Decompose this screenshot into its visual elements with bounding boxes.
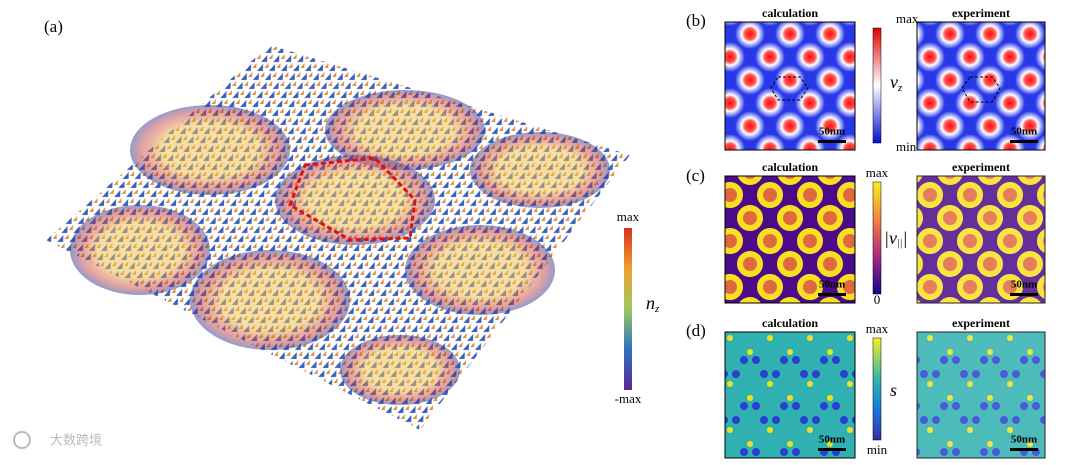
image-calc	[724, 175, 856, 304]
scale-bar	[818, 140, 846, 143]
scale-bar-label: 50nm	[819, 434, 845, 446]
colorbar-symbol: nz	[646, 293, 660, 314]
colorbar-min: min	[896, 139, 917, 154]
scale-bar-label: 50nm	[1011, 126, 1037, 138]
image-calc	[724, 21, 856, 151]
colorbar-symbol: |v|||	[884, 228, 907, 249]
panel-label: (a)	[44, 17, 63, 36]
scale-bar-label: 50nm	[1011, 434, 1037, 446]
colorbar-max: max	[866, 321, 889, 336]
scale-bar-label: 50nm	[819, 279, 845, 291]
scale-bar	[1010, 140, 1038, 143]
scale-bar	[1010, 448, 1038, 451]
watermark-logo	[13, 431, 31, 449]
scale-bar	[818, 293, 846, 296]
panel-label: (d)	[686, 321, 706, 340]
image-calc	[724, 331, 856, 459]
colorbar-min: min	[867, 442, 888, 457]
watermark: 大数跨境	[50, 434, 102, 449]
image-title: experiment	[952, 6, 1010, 20]
colorbar	[872, 181, 882, 295]
panel-label: (b)	[686, 11, 706, 30]
colorbar-min: 0	[874, 292, 881, 307]
colorbar-symbol: s	[890, 380, 897, 400]
image-title: experiment	[952, 316, 1010, 330]
colorbar	[624, 228, 632, 390]
image-title: calculation	[762, 160, 818, 174]
skyrmion-cells	[70, 90, 610, 405]
scale-bar-label: 50nm	[1011, 279, 1037, 291]
panel-label: (c)	[686, 166, 705, 185]
image-title: calculation	[762, 316, 818, 330]
colorbar	[872, 27, 882, 144]
image-title: experiment	[952, 160, 1010, 174]
image-exp	[916, 331, 1046, 459]
colorbar-max: max	[866, 165, 889, 180]
colorbar	[872, 337, 882, 441]
scale-bar	[818, 448, 846, 451]
unit-cell	[288, 156, 417, 242]
image-exp	[916, 21, 1046, 151]
scale-bar	[1010, 293, 1038, 296]
scale-bar-label: 50nm	[819, 126, 845, 138]
image-exp	[916, 175, 1046, 304]
image-title: calculation	[762, 6, 818, 20]
colorbar-max: max	[617, 209, 640, 224]
colorbar-max: max	[896, 11, 919, 26]
colorbar-symbol: vz	[890, 72, 903, 93]
unit-cell	[770, 76, 809, 101]
colorbar-min: -max	[615, 391, 642, 406]
unit-cell	[961, 76, 1001, 103]
